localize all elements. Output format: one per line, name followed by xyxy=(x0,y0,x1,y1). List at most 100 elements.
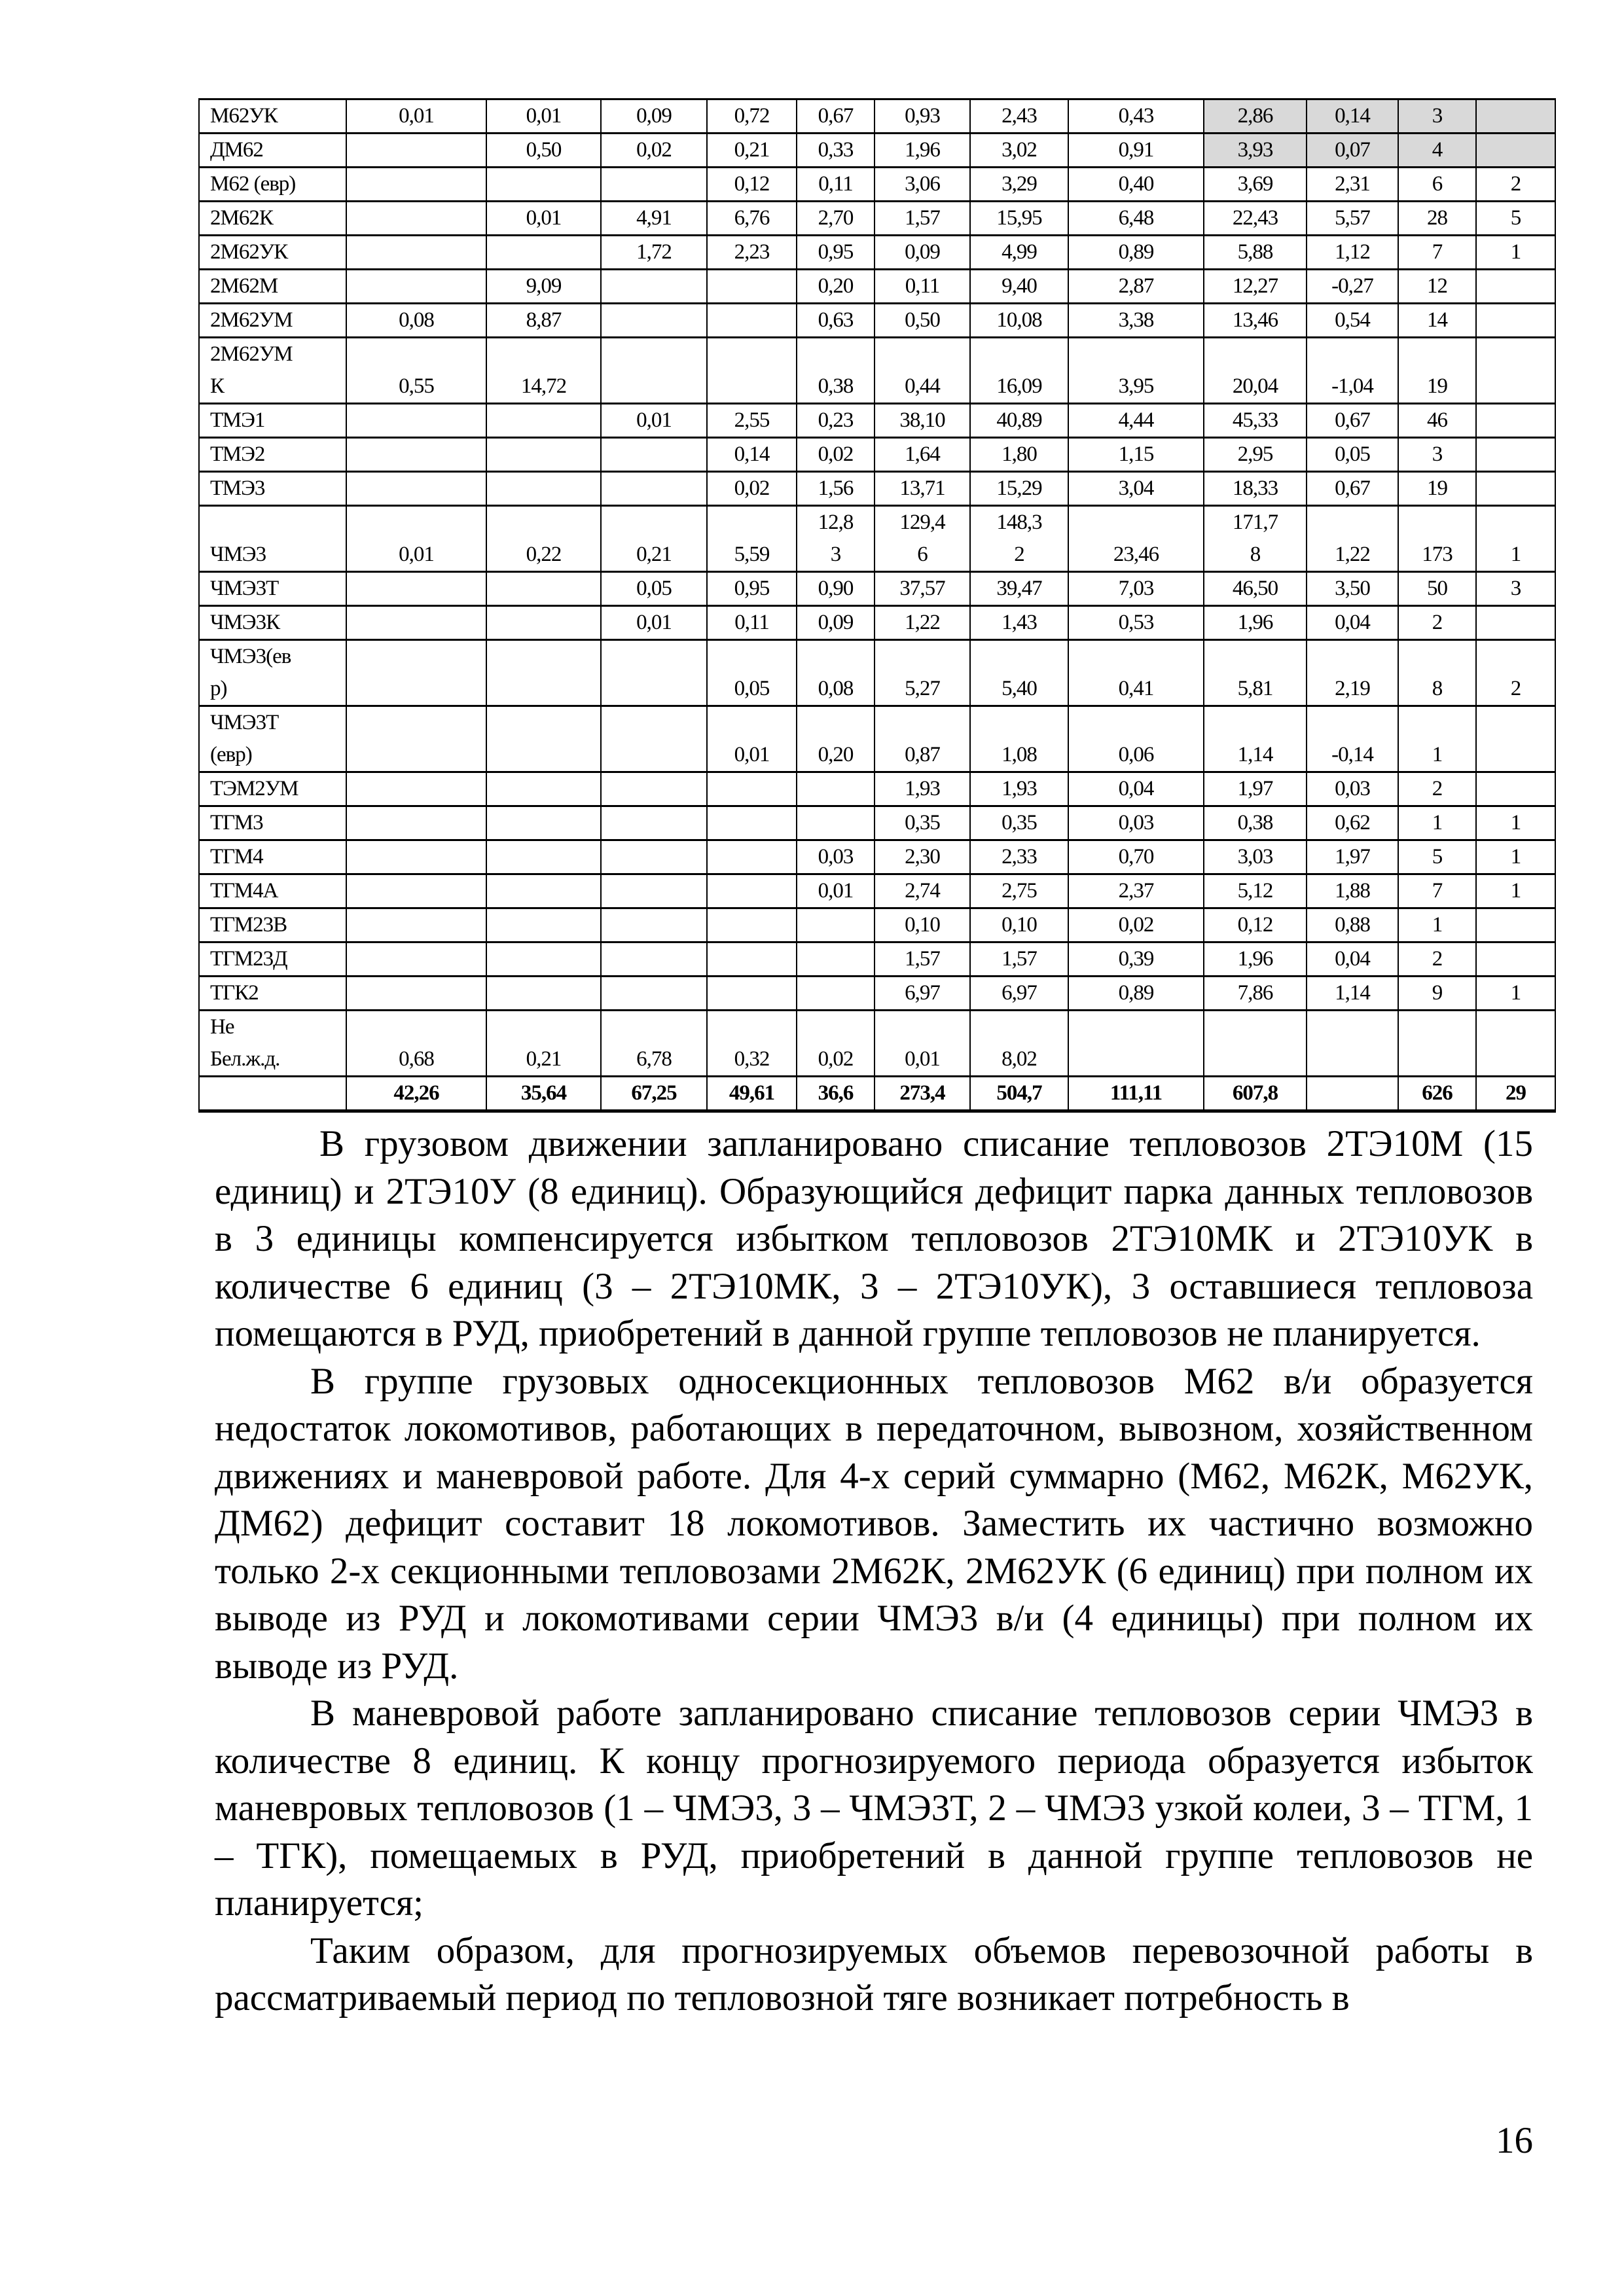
table-cell xyxy=(600,873,708,909)
table-cell: 504,7 xyxy=(969,1075,1069,1113)
table-cell: -0,14 xyxy=(1306,705,1399,773)
table-cell xyxy=(796,975,875,1011)
table-cell: 0,02 xyxy=(1068,907,1204,943)
table-cell: 0,05 xyxy=(1306,437,1399,473)
table-cell: 0,70 xyxy=(1068,839,1204,875)
table-cell xyxy=(486,166,602,202)
table-cell xyxy=(796,907,875,943)
table-cell: 7,03 xyxy=(1068,571,1204,607)
table-cell xyxy=(600,975,708,1011)
table-cell xyxy=(346,705,487,773)
table-cell xyxy=(486,234,602,270)
row-label-cell: ТГМ23Д xyxy=(198,941,347,977)
table-cell xyxy=(1475,771,1556,807)
table-cell: 0,93 xyxy=(874,98,971,134)
table-cell xyxy=(600,166,708,202)
table-cell: 3,06 xyxy=(874,166,971,202)
table-cell: 0,50 xyxy=(486,132,602,168)
table-cell: 5 xyxy=(1398,839,1477,875)
row-label-cell: 2М62К xyxy=(198,200,347,236)
table-cell: 0,05 xyxy=(600,571,708,607)
table-cell: 67,25 xyxy=(600,1075,708,1113)
table-cell: 148,3 2 xyxy=(969,505,1069,573)
table-cell: 10,08 xyxy=(969,302,1069,338)
table-cell: 0,32 xyxy=(706,1009,797,1077)
table-cell: 5,27 xyxy=(874,639,971,707)
table-cell: 13,46 xyxy=(1203,302,1307,338)
table-cell xyxy=(706,941,797,977)
row-label-cell: 2М62УМ К xyxy=(198,336,347,404)
table-cell xyxy=(796,805,875,841)
table-cell: 49,61 xyxy=(706,1075,797,1113)
row-label-cell: ЧМЭ3К xyxy=(198,605,347,641)
table-cell xyxy=(1475,705,1556,773)
table-cell: 9,09 xyxy=(486,268,602,304)
table-cell: 8,87 xyxy=(486,302,602,338)
table-cell: 6,76 xyxy=(706,200,797,236)
row-label-cell: ТГК2 xyxy=(198,975,347,1011)
table-cell xyxy=(600,805,708,841)
table-cell: 1,80 xyxy=(969,437,1069,473)
table-cell xyxy=(346,805,487,841)
table-cell: 9,40 xyxy=(969,268,1069,304)
table-cell xyxy=(1306,1075,1399,1113)
table-cell: 2,95 xyxy=(1203,437,1307,473)
table-cell: 2 xyxy=(1398,941,1477,977)
table-cell: 1,57 xyxy=(874,941,971,977)
table-cell xyxy=(346,873,487,909)
table-cell xyxy=(706,907,797,943)
table-cell: 0,01 xyxy=(600,403,708,439)
table-cell: 7,86 xyxy=(1203,975,1307,1011)
table-cell xyxy=(600,268,708,304)
table-cell: 1,96 xyxy=(1203,941,1307,977)
paragraph: В маневровой работе запланировано списан… xyxy=(215,1693,1533,1924)
table-cell: 2,30 xyxy=(874,839,971,875)
table-cell: 0,06 xyxy=(1068,705,1204,773)
table-row: ТМЭ3 0,02 1,56 13,71 15,29 3,04 18,33 0,67 19 xyxy=(198,471,1556,507)
table-cell: -1,04 xyxy=(1306,336,1399,404)
table-cell: 39,47 xyxy=(969,571,1069,607)
row-label-cell: ТГМ23В xyxy=(198,907,347,943)
table-cell xyxy=(346,437,487,473)
table-cell: 0,01 xyxy=(486,200,602,236)
table-cell: 0,44 xyxy=(874,336,971,404)
table-cell: 2,70 xyxy=(796,200,875,236)
table-cell: 1,93 xyxy=(874,771,971,807)
row-label-cell: ДМ62 xyxy=(198,132,347,168)
table-cell: 18,33 xyxy=(1203,471,1307,507)
table-cell: 1,64 xyxy=(874,437,971,473)
table-cell: 0,08 xyxy=(346,302,487,338)
table-cell: 0,14 xyxy=(1306,98,1399,134)
table-cell: 0,09 xyxy=(874,234,971,270)
table-cell: 3,04 xyxy=(1068,471,1204,507)
table-cell: 0,20 xyxy=(796,268,875,304)
table-cell: 5,57 xyxy=(1306,200,1399,236)
row-label-cell: ТМЭ1 xyxy=(198,403,347,439)
table-cell: 2,37 xyxy=(1068,873,1204,909)
table-row: ДМ62 0,50 0,02 0,21 0,33 1,96 3,02 0,91 3,93 0,07… xyxy=(198,132,1556,168)
table-cell xyxy=(600,839,708,875)
table-row: ТЭМ2УМ 1,93 1,93 0,04 1,97 0,03 2 xyxy=(198,771,1556,807)
row-label-cell: Не Бел.ж.д. xyxy=(198,1009,347,1077)
table-cell: 3,50 xyxy=(1306,571,1399,607)
table-cell: 1,43 xyxy=(969,605,1069,641)
paragraph: В грузовом движении запланировано списан… xyxy=(215,1123,1533,1354)
table-cell: 36,6 xyxy=(796,1075,875,1113)
table-cell xyxy=(706,268,797,304)
row-label-cell: 2М62М xyxy=(198,268,347,304)
table-row: ЧМЭ3Т (евр) 0,01 0,20 0,87 1,08 0,06 1,14 -0,14… xyxy=(198,705,1556,773)
table-cell xyxy=(486,873,602,909)
table-cell xyxy=(346,234,487,270)
table-cell: 3,29 xyxy=(969,166,1069,202)
table-cell: 0,87 xyxy=(874,705,971,773)
table-cell xyxy=(1203,1009,1307,1077)
table-cell xyxy=(486,605,602,641)
table-cell: 0,01 xyxy=(706,705,797,773)
table-cell: 4,91 xyxy=(600,200,708,236)
table-cell: -0,27 xyxy=(1306,268,1399,304)
table-cell xyxy=(706,839,797,875)
table-cell: 0,50 xyxy=(874,302,971,338)
table-cell xyxy=(486,471,602,507)
table-cell: 1 xyxy=(1475,975,1556,1011)
table-row: Не Бел.ж.д. 0,68 0,21 6,78 0,32 0,02 0,01 8,02 xyxy=(198,1009,1556,1077)
